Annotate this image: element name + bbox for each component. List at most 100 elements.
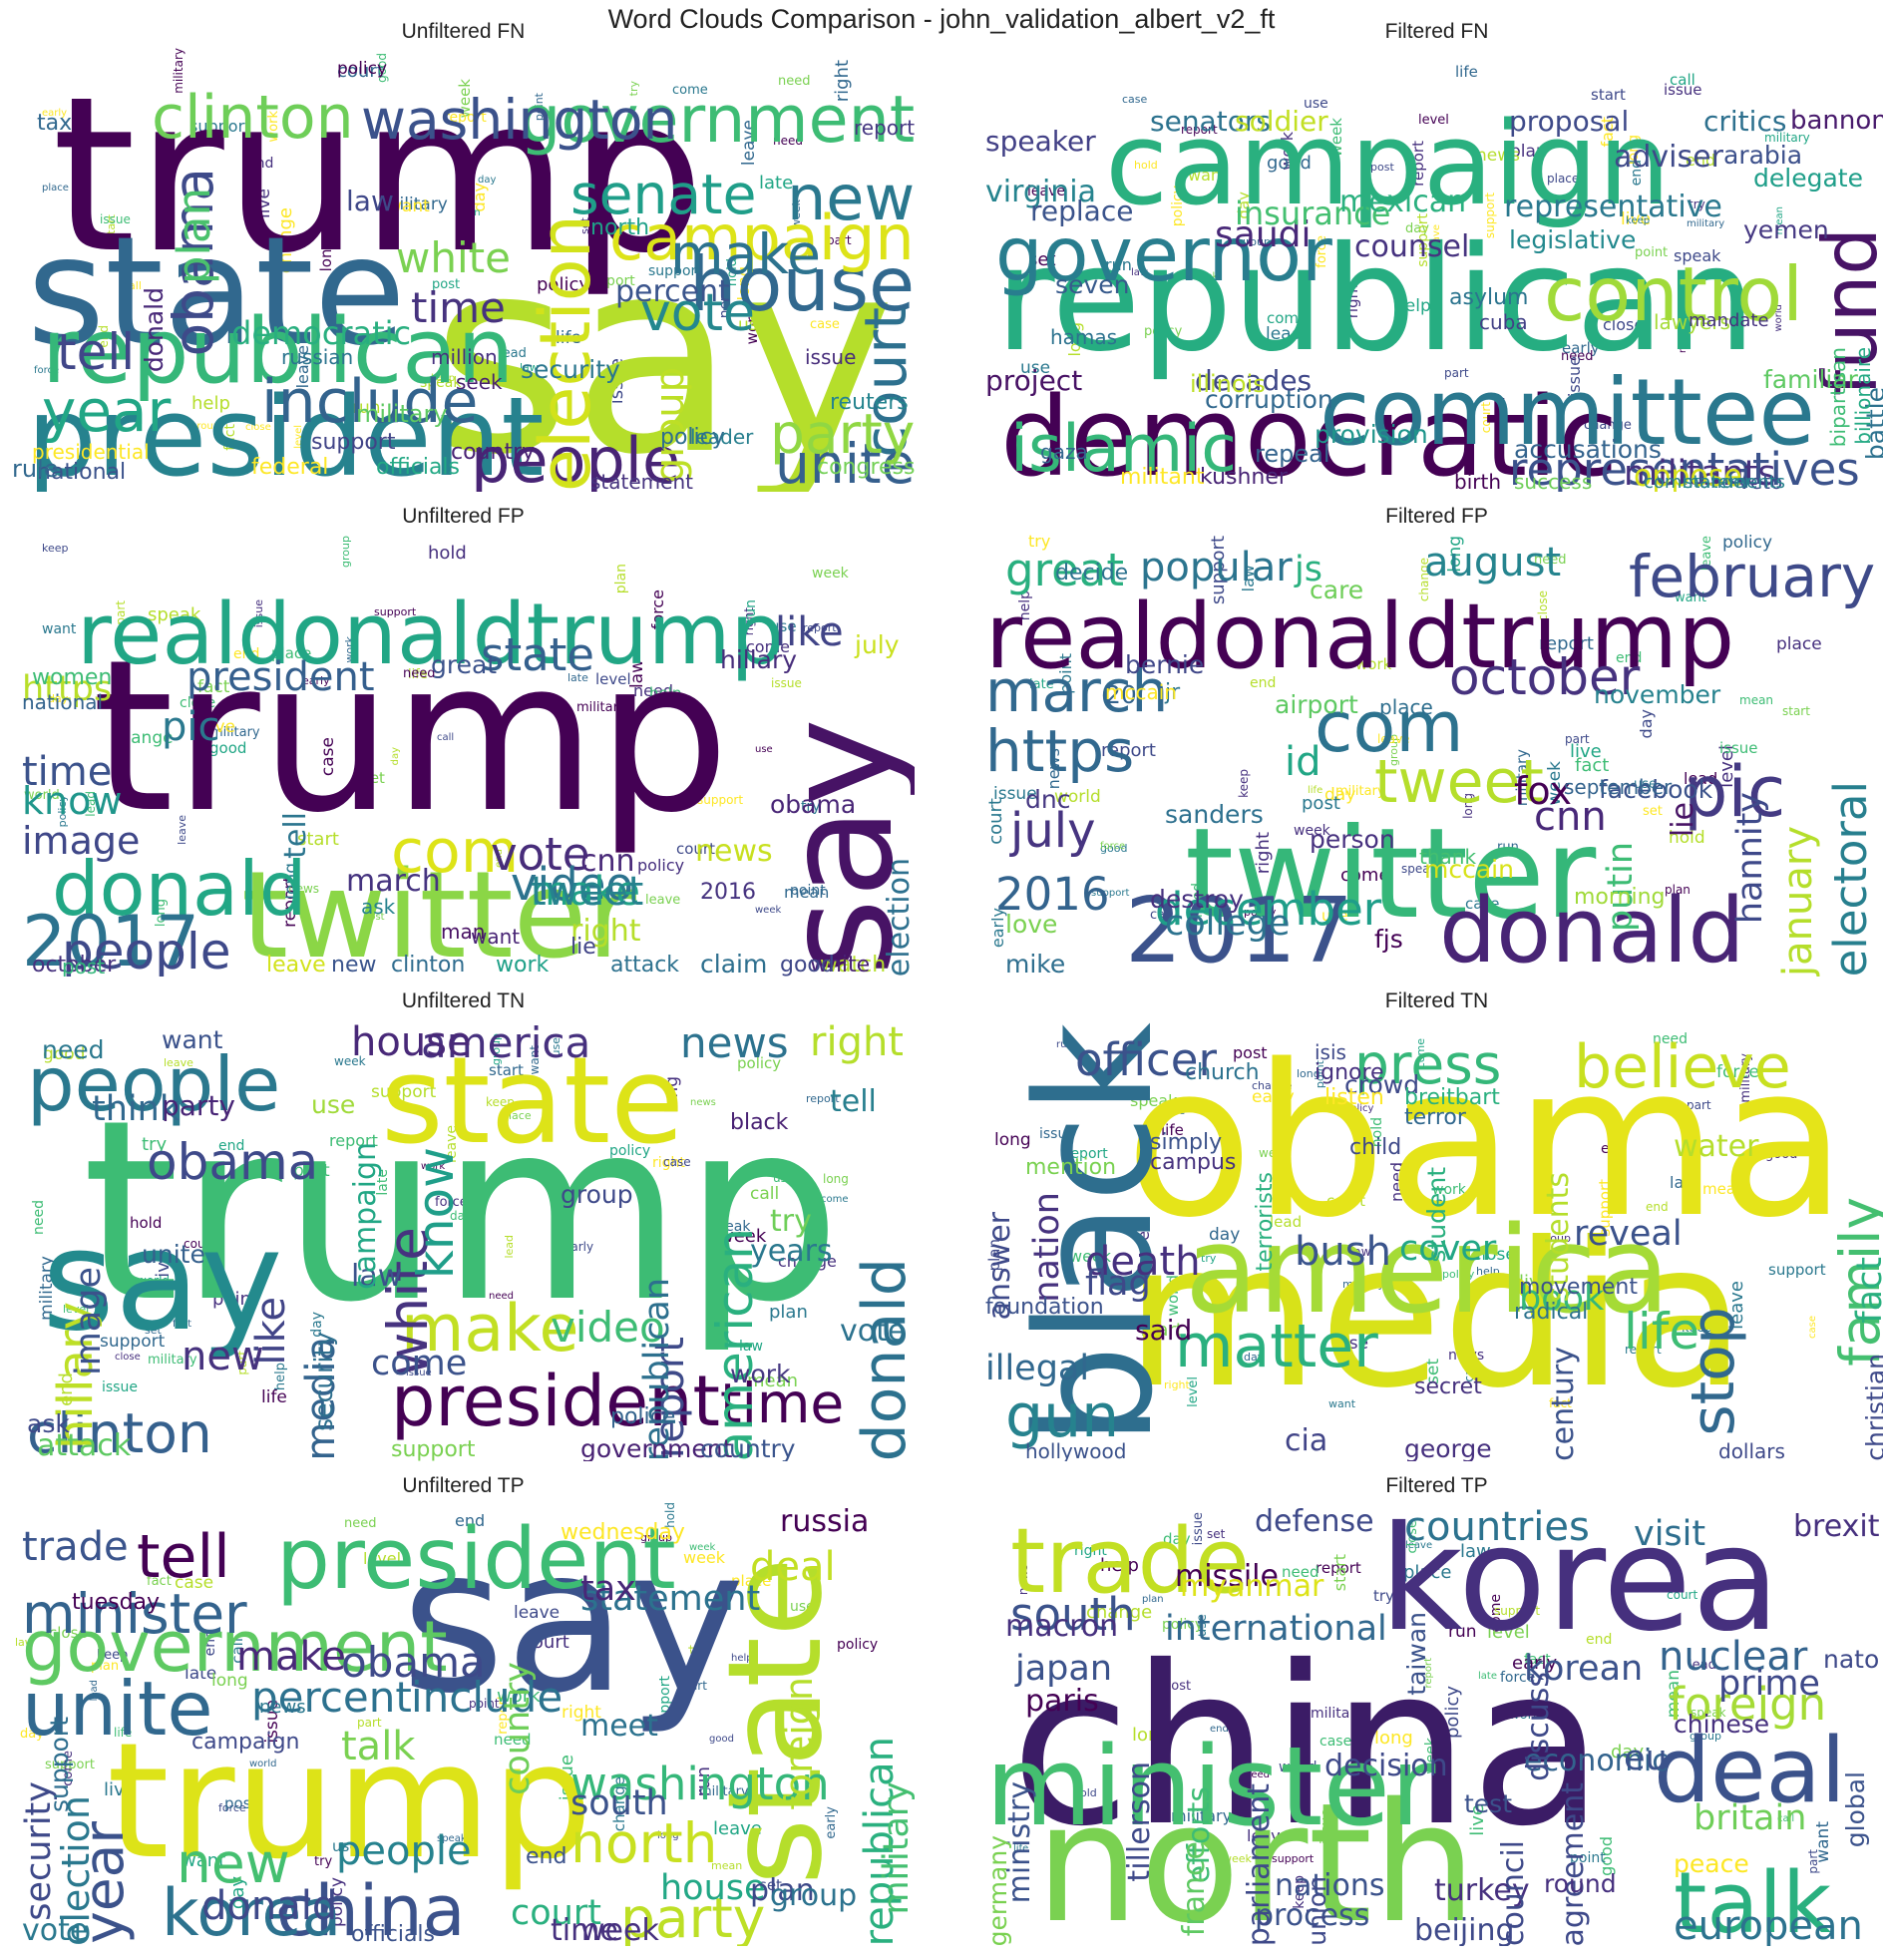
cloud-word: early (564, 1240, 594, 1254)
cloud-word: hold (428, 543, 467, 564)
cloud-word: new (787, 162, 915, 234)
cloud-word: use (1020, 358, 1051, 378)
cloud-word: law (520, 361, 539, 374)
cloud-word: tell (830, 1084, 877, 1119)
cloud-word: august (1424, 540, 1562, 586)
cloud-word: discuss (1521, 1672, 1556, 1781)
cloud-word: call (1150, 908, 1173, 923)
cloud-word: france (1177, 1841, 1212, 1937)
cloud-word: party (620, 1886, 766, 1946)
cloud-word: make (670, 222, 822, 286)
cloud-word: counsel (1354, 229, 1470, 264)
cloud-word: lawyers (1654, 310, 1730, 334)
cloud-word: fact (147, 1574, 172, 1589)
cloud-word: 2017 (1125, 879, 1354, 977)
cloud-word: house (351, 1019, 472, 1065)
cloud-word: lead (1689, 1658, 1716, 1673)
cloud-word: js (1295, 550, 1322, 589)
cloud-word: attack (610, 953, 680, 977)
cloud-word: statement (590, 470, 693, 492)
cloud-word: tell (57, 323, 136, 381)
cloud-word: level (63, 1303, 90, 1316)
cloud-word: military (356, 400, 448, 428)
cloud-word: plan (459, 207, 481, 218)
cloud-word: tweet (1374, 747, 1544, 817)
cloud-word: late (185, 1664, 217, 1684)
cloud-word: chinese (1674, 1710, 1770, 1739)
cloud-word: post (224, 1794, 257, 1812)
cloud-word: world (24, 788, 60, 803)
cloud-word: march (346, 864, 441, 899)
cloud-word: man (441, 920, 486, 944)
cloud-word: early (1562, 339, 1600, 357)
cloud-word: bush (1295, 1229, 1391, 1275)
cloud-word: part (1687, 1098, 1711, 1112)
cloud-word: leave (164, 1056, 193, 1069)
cloud-word: fact (197, 677, 230, 697)
cloud-word: december (1155, 883, 1382, 936)
cloud-word: republican (995, 215, 1756, 384)
cloud-word: george (1404, 1434, 1492, 1461)
cloud-word: cnn (580, 844, 635, 879)
cloud-word: dnc (1025, 785, 1071, 814)
cloud-word: group (1239, 235, 1271, 248)
cloud-word: week (689, 1542, 716, 1553)
cloud-word: eu (1624, 1739, 1668, 1778)
cloud-word: deal (750, 1544, 836, 1590)
cloud-word: people (62, 923, 231, 977)
cloud-word: life (408, 667, 428, 682)
cloud-word: run (1497, 840, 1519, 855)
cloud-word: clinton (27, 1401, 212, 1461)
cloud-word: hold (1134, 159, 1158, 172)
cloud-word: control (1544, 250, 1803, 338)
cloud-word: government (22, 1606, 448, 1688)
cloud-word: policy (609, 1143, 651, 1159)
cloud-word: want (388, 196, 430, 216)
cloud-word: good (1267, 153, 1312, 174)
cloud-word: change (1252, 1079, 1293, 1092)
cloud-word: military (148, 1353, 197, 1368)
cloud-word: unite (775, 432, 915, 492)
cloud-word: destroy (1150, 885, 1244, 914)
cloud-word: minister (985, 1723, 1436, 1850)
cloud-word: live (1621, 209, 1651, 229)
cloud-word: support (45, 1717, 74, 1812)
cloud-word: late (1029, 677, 1054, 692)
cloud-word: law (1350, 1245, 1371, 1259)
cloud-word: union (1303, 1876, 1331, 1946)
cloud-word: mean (747, 1371, 799, 1391)
cloud-word: person (1310, 825, 1395, 854)
cloud-word: day (478, 175, 497, 186)
cloud-word: kushner (1200, 465, 1288, 490)
cloud-word: day (1611, 1742, 1645, 1763)
cloud-word: call (1777, 1813, 1795, 1824)
cloud-word: thank (1419, 845, 1477, 869)
cloud-word: try (1201, 1252, 1217, 1265)
cloud-word: use (1321, 907, 1348, 925)
cloud-word: senate (570, 163, 757, 226)
cloud-word: foundation (985, 1295, 1104, 1320)
cloud-word: mccain (1105, 680, 1177, 704)
cloud-word: policy (1144, 324, 1183, 339)
cloud-word: donald (1439, 879, 1745, 977)
cloud-word: post (432, 277, 461, 292)
cloud-word: post (1163, 1679, 1192, 1694)
cloud-word: part (1444, 366, 1469, 380)
cloud-word: illinois (1190, 370, 1266, 398)
cloud-word: use (1634, 777, 1658, 792)
cloud-word: start (679, 1679, 707, 1693)
cloud-word: post (1302, 793, 1340, 814)
cloud-word: support (1768, 1261, 1826, 1279)
cloud-word: leave (645, 893, 681, 908)
cloud-word: military (383, 195, 448, 214)
panel-title: Filtered TN (1384, 989, 1489, 1012)
cloud-word: fact (1549, 1396, 1572, 1410)
cloud-word: presidential (32, 440, 150, 464)
cloud-word: january (1775, 826, 1821, 977)
cloud-word: say (431, 199, 896, 492)
cloud-word: issue (1664, 81, 1702, 99)
cloud-word: call (123, 279, 142, 292)
cloud-word: want (42, 621, 77, 637)
cloud-word: post (62, 955, 106, 977)
cloud-word: help (191, 393, 230, 414)
